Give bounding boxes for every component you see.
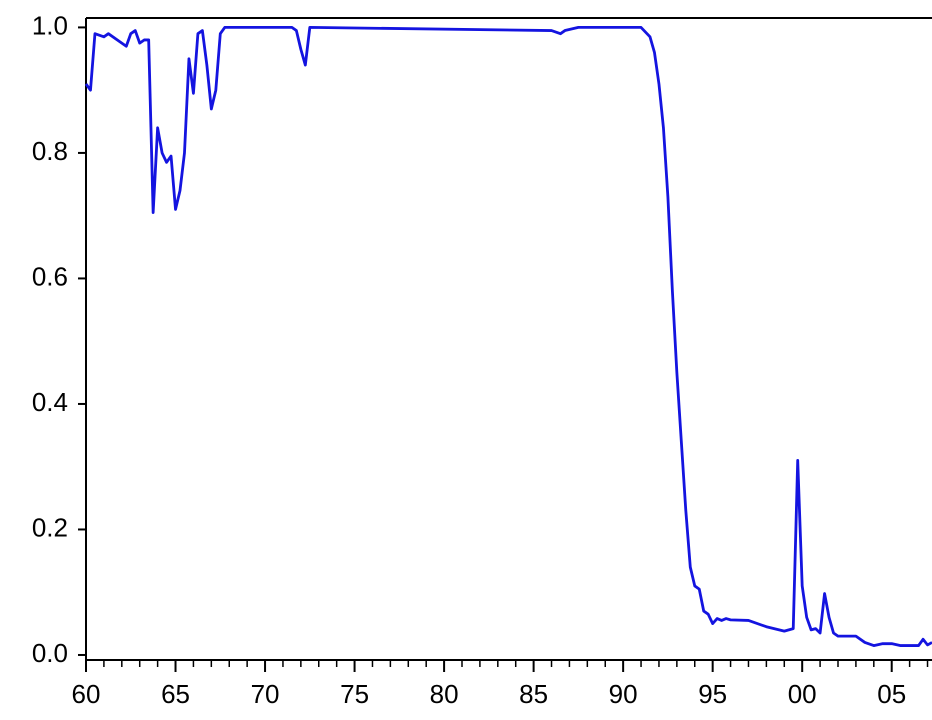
x-tick-label: 80 (430, 679, 459, 709)
y-tick-label: 0.4 (32, 387, 68, 417)
y-tick-label: 1.0 (32, 10, 68, 40)
line-series (84, 26, 932, 647)
y-tick-label: 0.2 (32, 512, 68, 542)
x-tick-label: 70 (251, 679, 280, 709)
x-tick-label: 00 (788, 679, 817, 709)
x-tick-label: 75 (340, 679, 369, 709)
x-tick-label: 05 (877, 679, 906, 709)
x-tick-label: 90 (609, 679, 638, 709)
y-tick-label: 0.8 (32, 136, 68, 166)
x-tick-label: 85 (519, 679, 548, 709)
y-tick-label: 0.6 (32, 261, 68, 291)
x-tick-label: 65 (161, 679, 190, 709)
y-tick-label: 0.0 (32, 638, 68, 668)
x-tick-label: 95 (698, 679, 727, 709)
x-tick-label: 60 (72, 679, 101, 709)
